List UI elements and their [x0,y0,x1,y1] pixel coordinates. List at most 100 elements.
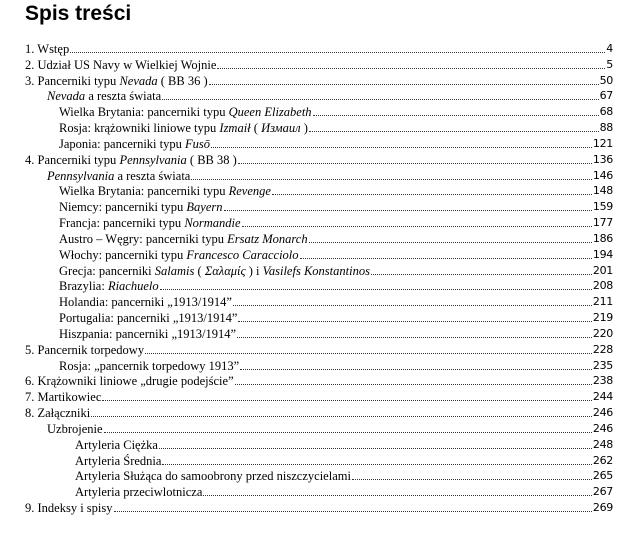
toc-page-number: 186 [592,231,613,245]
toc-page-number: 4 [606,42,613,55]
toc-entry[interactable]: Holandia: pancerniki „1913/1914” 211 [59,293,613,309]
toc-entry-label: Artyleria przeciwlotnicza [75,485,202,499]
toc-entry[interactable]: 6. Krążowniki liniowe „drugie podejście”… [25,372,613,388]
toc-entry[interactable]: Pennsylvania a reszta świata 146 [47,167,613,183]
toc-entry-text: 1. Wstęp [25,42,70,56]
dot-leader [70,51,606,53]
toc-entry-label: Artyleria Ciężka [75,438,158,452]
toc-entry-label: 1. Wstęp [25,42,69,56]
dot-leader [113,510,592,513]
toc-entry-italic-text: Σαλαμίς [204,263,246,278]
toc-page-number: 50 [599,73,614,87]
dot-leader [370,273,592,275]
toc-entry[interactable]: Hiszpania: pancerniki „1913/1914” 220 [59,325,613,341]
toc-entry-text: Niemcy: pancerniki typu [59,200,187,215]
toc-entry-italic-text: Riachuelo [107,279,159,294]
toc-entry[interactable]: Artyleria Średnia 262 [75,452,613,468]
toc-entry[interactable]: Rosja: krążowniki liniowe typu Izmaił ( … [59,119,613,135]
toc-entry[interactable]: Artyleria Ciężka 248 [75,436,613,452]
toc-entry[interactable]: 3. Pancerniki typu Nevada ( BB 36 ) 50 [25,72,613,88]
dot-leader [162,463,592,465]
toc-page-number: 146 [592,168,613,182]
toc-page-number: 68 [599,105,614,119]
toc-entry[interactable]: Wielka Brytania: pancerniki typu Revenge… [59,182,613,198]
toc-entry[interactable]: Brazylia: Riachuelo 208 [59,277,613,293]
toc-entry-text: ( BB 38 ) [186,152,237,167]
toc-entry[interactable]: Portugalia: pancerniki „1913/1914” 219 [59,309,613,325]
toc-entry[interactable]: Wielka Brytania: pancerniki typu Queen E… [59,103,613,119]
toc-entry-label: 9. Indeksy i spisy [25,501,113,515]
toc-page-number: 5 [606,57,613,71]
toc-entry-text: Wielka Brytania: pancerniki typu [59,184,229,199]
toc-entry-text: ( BB 36 ) [157,73,208,88]
toc-entry[interactable]: 1. Wstęp 4 [25,40,613,56]
toc-entry-label: Pennsylvania a reszta świata [47,169,190,183]
toc-entry[interactable]: Artyleria Służąca do samoobrony przed ni… [75,467,613,483]
toc-entry-italic-text: Pennsylvania [119,152,187,167]
toc-entry[interactable]: Rosja: „pancernik torpedowy 1913” 235 [59,357,613,373]
toc-entry[interactable]: Włochy: pancerniki typu Francesco Caracc… [59,246,613,262]
toc-entry[interactable]: 2. Udział US Navy w Wielkiej Wojnie 5 [25,56,613,72]
toc-page-number: 228 [592,342,613,356]
toc-entry[interactable]: 5. Pancernik torpedowy 228 [25,341,613,357]
toc-entry-text: Artyleria Ciężka [75,437,158,452]
toc-entry-text: ) i [245,263,263,278]
toc-entry-label: Rosja: „pancernik torpedowy 1913” [59,359,239,373]
toc-entry-text: Rosja: krążowniki liniowe typu [59,121,220,136]
toc-entry-text: Grecja: pancerniki [59,263,155,278]
toc-entry[interactable]: 8. Załączniki 246 [25,404,613,420]
toc-entry-text: 2. Udział US Navy w Wielkiej Wojnie [25,57,217,72]
toc-entry-label: Hiszpania: pancerniki „1913/1914” [59,327,236,341]
dot-leader [241,225,592,228]
toc-entry[interactable]: Artyleria przeciwlotnicza 267 [75,483,613,499]
toc-entry[interactable]: Japonia: pancerniki typu Fusō 121 [59,135,613,151]
toc-page-number: 148 [592,184,613,198]
dot-leader [237,162,592,164]
toc-entry[interactable]: 7. Martikowiec 244 [25,388,613,404]
toc-entry-italic-text: Salamis [154,263,195,278]
toc-entry[interactable]: Grecja: pancerniki Salamis ( Σαλαμίς ) i… [59,262,613,278]
toc-entry-label: Japonia: pancerniki typu Fusō [59,137,210,151]
toc-entry-text: Artyleria Średnia [75,453,162,468]
dot-leader [103,431,592,433]
toc-entry[interactable]: 9. Indeksy i spisy 269 [25,499,613,515]
toc-entry[interactable]: Austro – Węgry: pancerniki typu Ersatz M… [59,230,613,246]
toc-entry-label: 3. Pancerniki typu Nevada ( BB 36 ) [25,74,208,88]
toc-page-number: 269 [592,501,613,515]
toc-entry-italic-text: Normandie [184,216,241,231]
toc-entry[interactable]: Francja: pancerniki typu Normandie 177 [59,214,613,230]
toc-entry-text: Austro – Węgry: pancerniki typu [59,231,228,246]
toc-entry[interactable]: Nevada a reszta świata 67 [47,87,613,103]
toc-entry-label: Austro – Węgry: pancerniki typu Ersatz M… [59,232,308,246]
toc-entry-label: Niemcy: pancerniki typu Bayern [59,200,223,214]
toc-entry-text: Artyleria przeciwlotnicza [75,485,203,500]
toc-entry-italic-text: Queen Elizabeth [228,105,312,120]
toc-page-number: 244 [592,390,613,404]
toc-page-number: 265 [592,469,613,483]
toc-page-number: 177 [592,216,613,230]
toc-entry-text: Wielka Brytania: pancerniki typu [59,105,229,120]
dot-leader [234,383,592,386]
toc-entry-italic-text: Revenge [228,184,271,199]
dot-leader [308,241,592,243]
toc-entry-text: ) [300,121,308,136]
toc-entry-label: 2. Udział US Navy w Wielkiej Wojnie [25,58,216,72]
dot-leader [145,352,592,354]
toc-entry-text: a reszta świata [114,168,191,183]
toc-entry-text: Japonia: pancerniki typu [59,136,186,151]
dot-leader [203,494,592,497]
toc-page-number: 121 [592,136,613,150]
toc-entry-label: Brazylia: Riachuelo [59,279,159,293]
dot-leader [271,193,592,196]
dot-leader [158,447,592,449]
toc-entry-italic-text: Измаил [261,121,301,136]
toc-entry[interactable]: 4. Pancerniki typu Pennsylvania ( BB 38 … [25,151,613,167]
toc-entry[interactable]: Uzbrojenie 246 [47,420,613,436]
toc-entry-text: ( [250,121,262,136]
toc-entry-label: 5. Pancernik torpedowy [25,343,144,357]
dot-leader [238,320,592,323]
dot-leader [240,368,592,370]
toc-entry[interactable]: Niemcy: pancerniki typu Bayern 159 [59,198,613,214]
toc-entry-italic-text: Nevada [119,73,158,88]
toc-page-number: 238 [592,374,613,388]
